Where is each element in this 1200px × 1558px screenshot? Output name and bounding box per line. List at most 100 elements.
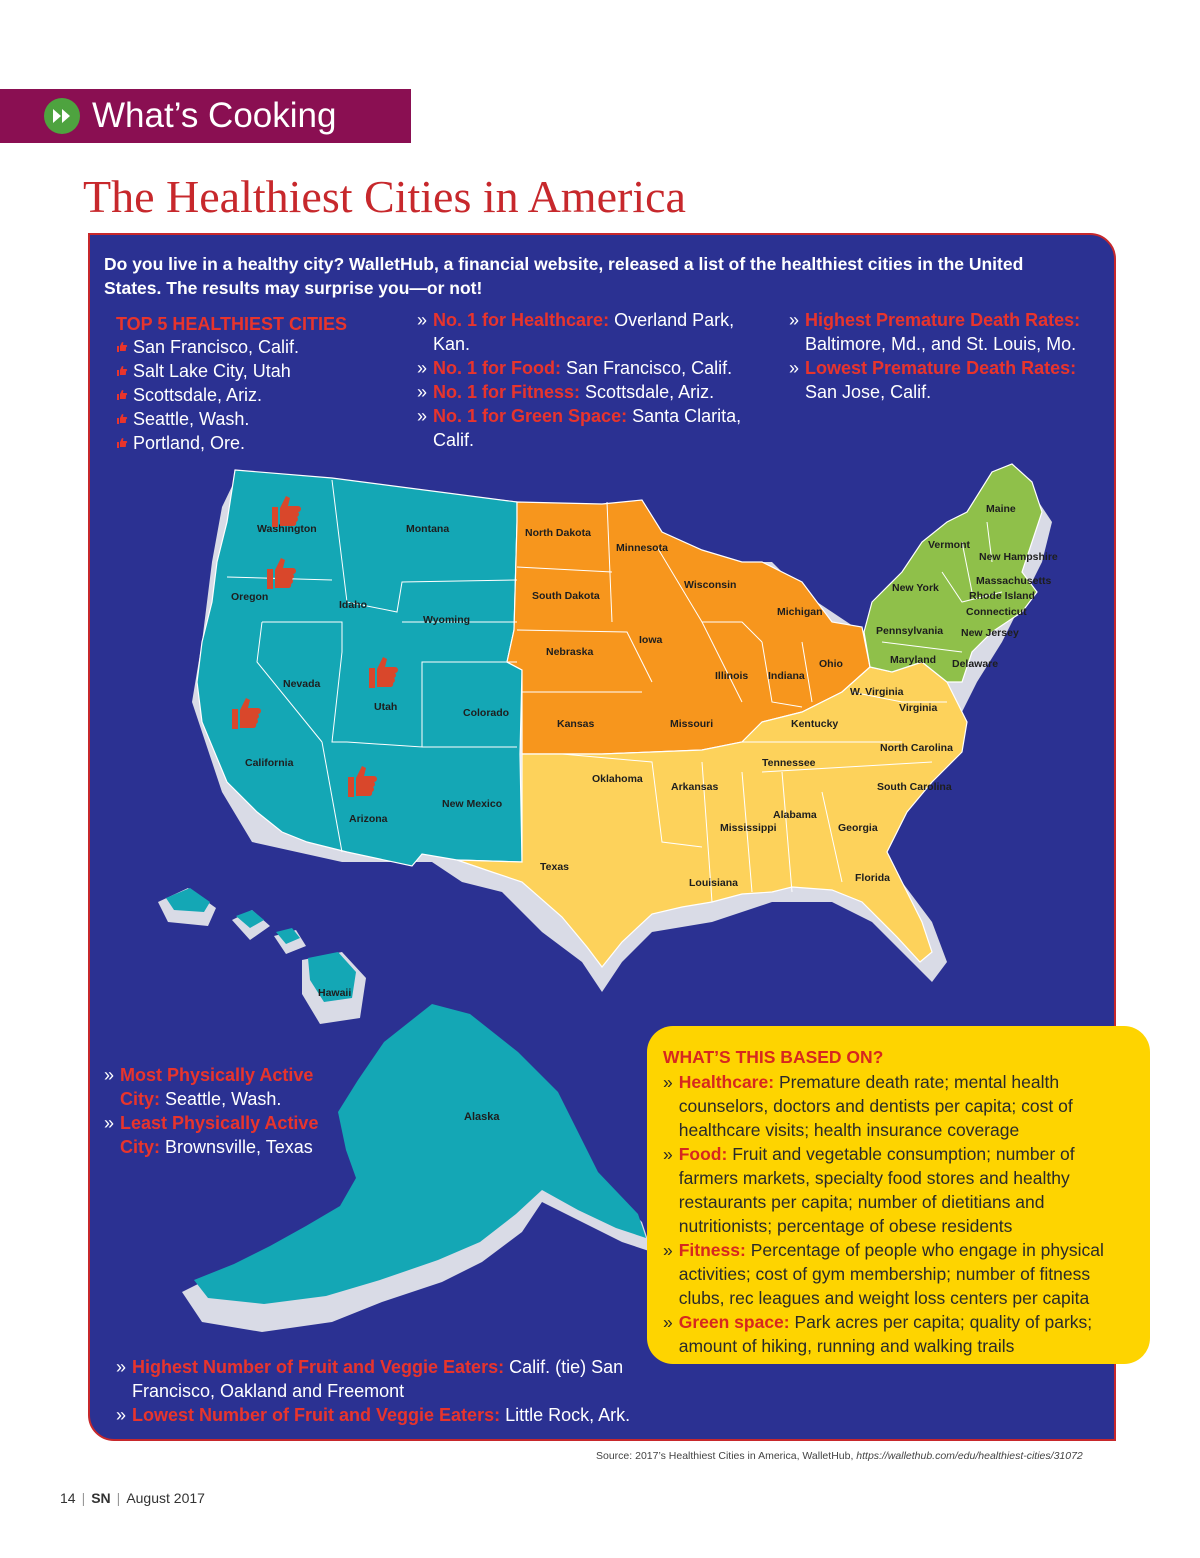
state-label-texas: Texas [540, 861, 569, 873]
chevron-icon: » [116, 1357, 127, 1377]
chevron-icon: » [417, 382, 428, 402]
issue-date: August 2017 [126, 1490, 205, 1506]
state-label-kentucky: Kentucky [791, 718, 838, 730]
list-item: Seattle, Wash. [116, 407, 406, 431]
state-label-alaska: Alaska [464, 1111, 500, 1123]
state-label-w-virginia: W. Virginia [850, 686, 904, 698]
state-label-idaho: Idaho [339, 599, 367, 611]
chevron-icon: » [417, 406, 428, 426]
list-item: San Francisco, Calif. [116, 335, 406, 359]
fact-item: » Least Physically Active City: Brownsvil… [104, 1113, 319, 1157]
state-label-delaware: Delaware [952, 658, 998, 670]
criteria-item: » Green space: Park acres per capita; qua… [663, 1312, 1093, 1356]
page-number: 14 [60, 1490, 76, 1506]
region-south [456, 661, 968, 968]
criteria-item: » Fitness: Percentage of people who engag… [663, 1240, 1104, 1308]
thumbs-up-icon [117, 366, 128, 376]
state-label-north-carolina: North Carolina [880, 742, 953, 754]
state-label-hawaii: Hawaii [318, 987, 351, 999]
state-label-connecticut: Connecticut [966, 606, 1027, 618]
state-label-new-york: New York [892, 582, 939, 594]
state-label-tennessee: Tennessee [762, 757, 816, 769]
state-label-nevada: Nevada [283, 678, 321, 690]
state-label-maryland: Maryland [890, 654, 936, 666]
state-label-utah: Utah [374, 701, 397, 713]
fact-item: » No. 1 for Fitness: Scottsdale, Ariz. [417, 382, 715, 402]
chevron-icon: » [417, 358, 428, 378]
region-northeast [863, 463, 1043, 683]
state-label-kansas: Kansas [557, 718, 595, 730]
section-bar: What’s Cooking [0, 89, 411, 143]
thumbs-up-icon [272, 496, 301, 527]
state-label-new-hampshire: New Hampshire [979, 551, 1058, 563]
chevron-icon: » [663, 1312, 673, 1332]
chevron-icon: » [116, 1405, 127, 1425]
state-label-california: California [245, 757, 294, 769]
thumbs-up-icon [117, 438, 128, 448]
thumbs-up-icon [117, 414, 128, 424]
state-label-south-carolina: South Carolina [877, 781, 952, 793]
state-label-maine: Maine [986, 503, 1016, 515]
thumbs-up-markers [232, 496, 398, 797]
state-label-florida: Florida [855, 872, 890, 884]
state-label-wyoming: Wyoming [423, 614, 470, 626]
alaska-shape: Alaska [182, 1004, 652, 1332]
state-label-south-dakota: South Dakota [532, 590, 600, 602]
facts-physically-active: » Most Physically Active City: Seattle, W… [104, 1063, 344, 1159]
state-borders [226, 479, 1003, 903]
state-label-arkansas: Arkansas [671, 781, 718, 793]
source-link[interactable]: https://wallethub.com/edu/healthiest-cit… [856, 1450, 1083, 1462]
magazine-name: SN [91, 1490, 111, 1506]
fact-item: » Highest Number of Fruit and Veggie Eate… [116, 1357, 624, 1401]
thumbs-up-icon [348, 766, 377, 797]
fact-item: » Lowest Premature Death Rates: San Jose,… [789, 358, 1077, 402]
based-on-title: WHAT’S THIS BASED ON? [663, 1047, 884, 1067]
fact-item: » Most Physically Active City: Seattle, W… [104, 1065, 314, 1109]
fact-item: » Highest Premature Death Rates: Baltimor… [789, 310, 1081, 354]
state-label-montana: Montana [406, 523, 449, 535]
chevron-icon: » [417, 310, 428, 330]
thumbs-up-icon [117, 390, 128, 400]
chevron-icon: » [104, 1065, 115, 1085]
chevron-icon: » [789, 310, 800, 330]
state-label-georgia: Georgia [838, 822, 878, 834]
chevron-icon: » [663, 1240, 673, 1260]
hawaii-islands [158, 888, 366, 1024]
state-label-illinois: Illinois [715, 670, 748, 682]
source-credit: Source: 2017’s Healthiest Cities in Amer… [596, 1450, 1083, 1462]
section-title: What’s Cooking [92, 96, 337, 135]
list-item: Salt Lake City, Utah [116, 359, 406, 383]
chevron-icon: » [789, 358, 800, 378]
state-label-arizona: Arizona [349, 813, 388, 825]
top5-list: TOP 5 HEALTHIEST CITIES San Francisco, C… [116, 313, 406, 455]
list-item: Scottsdale, Ariz. [116, 383, 406, 407]
list-item: Portland, Ore. [116, 431, 406, 455]
state-label-mississippi: Mississippi [720, 822, 777, 834]
chevron-icon: » [104, 1113, 115, 1133]
state-label-wisconsin: Wisconsin [684, 579, 736, 591]
state-label-virginia: Virginia [899, 702, 937, 714]
criteria-item: » Healthcare: Premature death rate; menta… [663, 1072, 1073, 1140]
state-label-oklahoma: Oklahoma [592, 773, 643, 785]
fact-item: » No. 1 for Green Space: Santa Clarita, C… [417, 406, 742, 450]
intro-text: Do you live in a healthy city? WalletHub… [104, 254, 1024, 298]
thumbs-up-icon [232, 698, 261, 729]
based-on-box: WHAT’S THIS BASED ON? » Healthcare: Prema… [647, 1026, 1150, 1364]
page-title: The Healthiest Cities in America [83, 171, 686, 222]
state-label-colorado: Colorado [463, 707, 509, 719]
facts-number-one: » No. 1 for Healthcare: Overland Park, Ka… [417, 308, 762, 452]
state-label-pennsylvania: Pennsylvania [876, 625, 943, 637]
state-label-minnesota: Minnesota [616, 542, 668, 554]
state-label-indiana: Indiana [768, 670, 805, 682]
state-label-new-jersey: New Jersey [961, 627, 1019, 639]
thumbs-up-icon [267, 558, 296, 589]
fact-item: » No. 1 for Food: San Francisco, Calif. [417, 358, 733, 378]
state-label-oregon: Oregon [231, 591, 268, 603]
facts-death-rates: » Highest Premature Death Rates: Baltimor… [789, 308, 1099, 404]
top5-title: TOP 5 HEALTHIEST CITIES [116, 314, 348, 334]
criteria-item: » Food: Fruit and vegetable consumption; … [663, 1144, 1075, 1236]
chevron-icon: » [663, 1072, 673, 1092]
fact-item: » Lowest Number of Fruit and Veggie Eater… [116, 1405, 631, 1425]
state-label-michigan: Michigan [777, 606, 823, 618]
infographic-panel: Alaska Washington Oregon California Neva… [88, 233, 1116, 1441]
